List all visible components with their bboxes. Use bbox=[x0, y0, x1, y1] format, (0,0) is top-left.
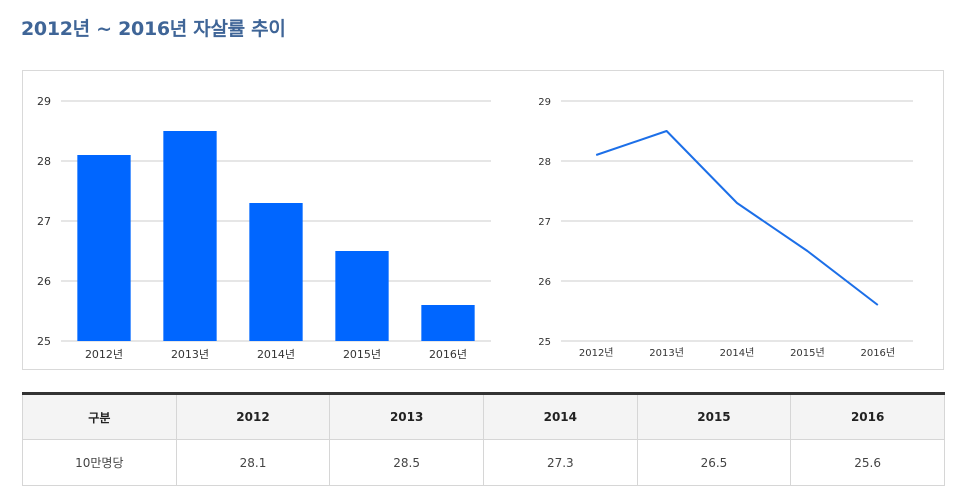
x-tick-label: 2014년 bbox=[720, 347, 755, 359]
series-line bbox=[595, 130, 879, 306]
x-tick-label: 2015년 bbox=[790, 347, 825, 359]
y-tick-label: 29 bbox=[538, 97, 551, 108]
table-header-cell: 2016 bbox=[790, 393, 945, 440]
y-tick-label: 26 bbox=[538, 277, 551, 288]
y-tick-label: 28 bbox=[538, 157, 551, 168]
bar bbox=[163, 131, 217, 341]
table-cell: 26.5 bbox=[636, 439, 792, 486]
y-tick-label: 27 bbox=[37, 215, 51, 228]
table-cell: 10만명당 bbox=[22, 439, 177, 486]
table-cell: 28.1 bbox=[175, 439, 331, 486]
page-title: 2012년 ~ 2016년 자살률 추이 bbox=[21, 18, 286, 40]
y-tick-label: 26 bbox=[37, 275, 51, 288]
bar bbox=[249, 203, 303, 341]
x-tick-label: 2016년 bbox=[429, 348, 467, 361]
table-header-row: 구분 2012 2013 2014 2015 2016 bbox=[22, 393, 945, 440]
table-header-cell: 구분 bbox=[22, 393, 177, 440]
table-row: 10만명당 28.1 28.5 27.3 26.5 25.6 bbox=[22, 439, 945, 486]
table-header-cell: 2014 bbox=[482, 393, 638, 440]
x-tick-label: 2013년 bbox=[171, 348, 209, 361]
bar bbox=[77, 155, 131, 341]
x-tick-label: 2015년 bbox=[343, 348, 381, 361]
charts-svg: 25 26 27 28 29 2012년 2013년 2014년 2015년 2016년 25 26 2… bbox=[37, 95, 913, 361]
table-header-cell: 2013 bbox=[329, 393, 484, 440]
table-cell: 27.3 bbox=[482, 439, 638, 486]
x-tick-label: 2014년 bbox=[257, 348, 295, 361]
x-tick-label: 2013년 bbox=[649, 347, 684, 359]
y-tick-label: 28 bbox=[37, 155, 51, 168]
x-tick-label: 2016년 bbox=[860, 347, 895, 359]
x-tick-label: 2012년 bbox=[85, 348, 123, 361]
x-tick-label: 2012년 bbox=[579, 347, 614, 359]
table-cell: 25.6 bbox=[790, 439, 945, 486]
y-tick-label: 29 bbox=[37, 95, 51, 108]
chart-panel: 25 26 27 28 29 2012년 2013년 2014년 2015년 2016년 25 26 2… bbox=[22, 70, 944, 370]
bar bbox=[421, 305, 475, 341]
table-header-cell: 2012 bbox=[175, 393, 331, 440]
y-tick-label: 27 bbox=[538, 217, 551, 228]
y-tick-label: 25 bbox=[538, 337, 551, 348]
table-cell: 28.5 bbox=[329, 439, 484, 486]
y-tick-label: 25 bbox=[37, 335, 51, 348]
data-table: 구분 2012 2013 2014 2015 2016 10만명당 28.1 2… bbox=[22, 392, 945, 486]
table-header-cell: 2015 bbox=[636, 393, 792, 440]
bar bbox=[335, 251, 389, 341]
